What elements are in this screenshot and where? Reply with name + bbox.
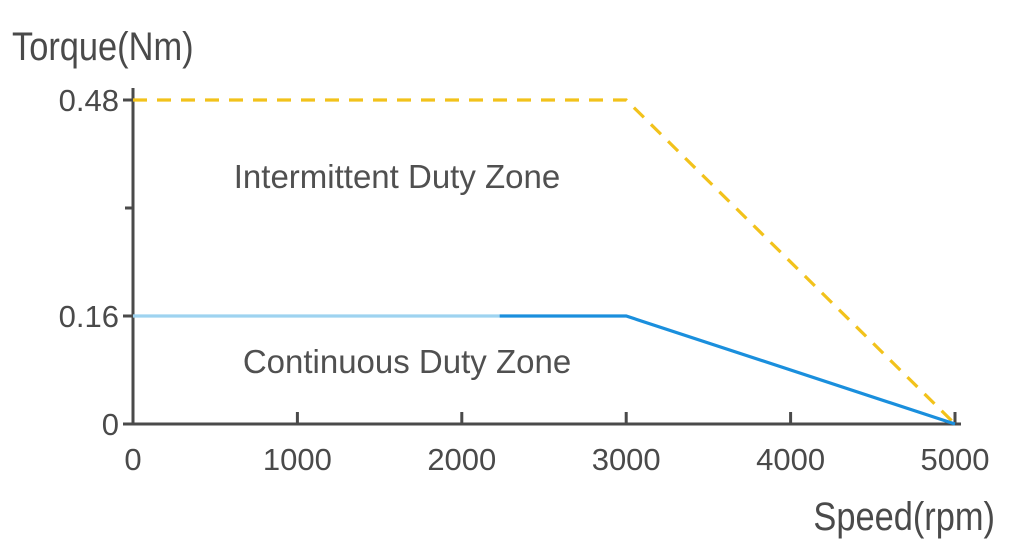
plot-series — [133, 98, 957, 426]
y-axis-title: Torque(Nm) — [12, 24, 194, 69]
x-tick-label: 2000 — [427, 442, 496, 477]
x-tick-label: 0 — [124, 442, 141, 477]
axes — [123, 88, 961, 426]
y-tick-label: 0.16 — [59, 299, 119, 334]
y-tick-label: 0 — [102, 407, 119, 442]
intermittent-limit-line — [133, 98, 957, 426]
x-tick-label: 4000 — [756, 442, 825, 477]
x-axis-title: Speed(rpm) — [813, 494, 995, 539]
continuous-limit-line — [499, 314, 956, 426]
x-tick-label: 3000 — [592, 442, 661, 477]
y-tick-label: 0.48 — [59, 83, 119, 118]
chart-labels: Torque(Nm) Speed(rpm) 0 1000 2000 3000 4000 5… — [12, 24, 995, 539]
x-tick-label: 5000 — [921, 442, 990, 477]
continuous-zone-label: Continuous Duty Zone — [243, 343, 571, 380]
intermittent-zone-label: Intermittent Duty Zone — [234, 158, 560, 195]
x-tick-label: 1000 — [263, 442, 332, 477]
